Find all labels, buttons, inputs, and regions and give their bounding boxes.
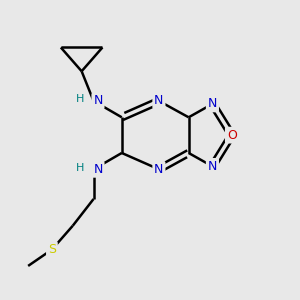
Text: N: N (93, 163, 103, 176)
Text: N: N (208, 160, 217, 173)
Text: S: S (48, 243, 56, 256)
Text: O: O (227, 129, 237, 142)
Text: N: N (93, 94, 103, 107)
Text: N: N (154, 163, 164, 176)
Text: H: H (76, 163, 84, 173)
Text: N: N (208, 98, 217, 110)
Text: N: N (154, 94, 164, 107)
Text: H: H (76, 94, 84, 104)
